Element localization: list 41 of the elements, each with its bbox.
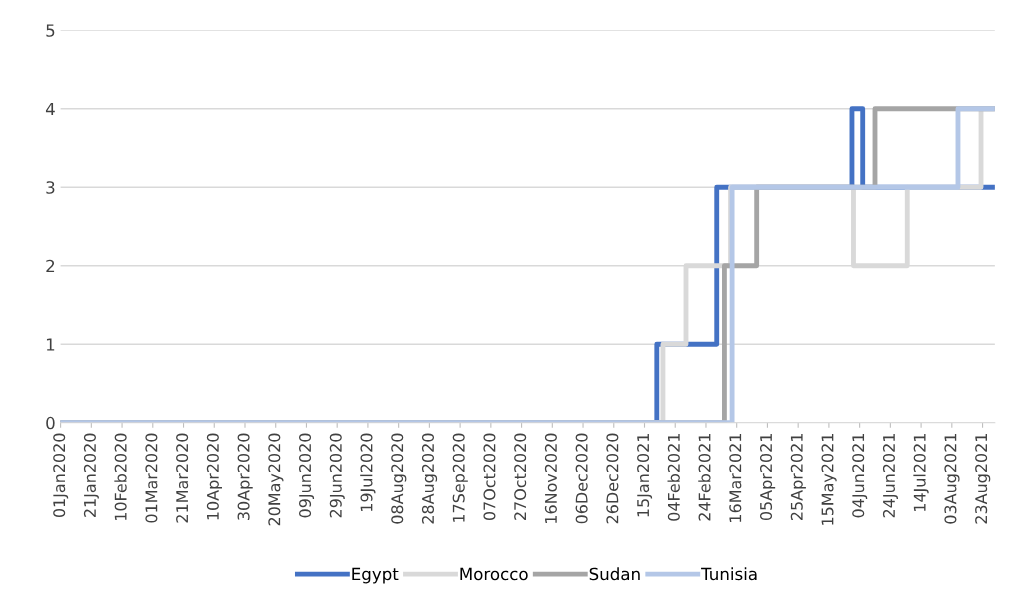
x-tick-label: 09Jun2020 [299,433,315,518]
x-tick-label: 04Feb2021 [667,434,680,521]
x-tick-label: 28Aug2020 [421,433,438,524]
x-tick-label: 01Jan2020 [53,433,69,518]
legend-label: Egypt [352,567,399,584]
y-tick-label: 5 [46,24,55,37]
x-tick-label: 19Jul2020 [360,433,376,512]
y-tick-label: 4 [45,102,55,116]
y-tick-label: 2 [46,259,55,273]
x-tick-label: 21Mar2020 [176,433,189,523]
x-tick-label: 23Aug2021 [975,434,991,524]
x-tick-label: 24Feb2021 [698,434,711,521]
x-tick-label: 10Feb2020 [114,433,127,521]
x-tick-label: 30Apr2020 [237,433,253,520]
x-tick-label: 14Jul2021 [913,434,929,512]
x-tick-label: 15Jan2021 [637,434,653,517]
legend-label: Tunisia [701,567,757,581]
x-tick-label: 05Apr2021 [759,434,776,521]
x-tick-label: 15May2021 [821,434,837,525]
x-tick-label: 20May2020 [268,433,284,526]
x-tick-label: 29Jun2020 [329,433,345,518]
y-tick-label: 1 [46,338,55,351]
x-tick-label: 06Dec2020 [575,433,588,524]
y-tick-label: 3 [46,181,55,194]
x-tick-label: 07Oct2020 [483,433,496,521]
x-tick-label: 08Aug2020 [391,433,407,524]
x-tick-label: 17Sep2020 [452,433,468,522]
x-tick-label: 04Jun2021 [852,434,868,518]
legend-label: Morocco [460,567,528,581]
x-tick-label: 26Dec2020 [606,433,619,524]
x-tick-label: 25Apr2021 [790,434,806,520]
x-tick-label: 16Mar2021 [729,434,742,522]
y-tick-label: 0 [46,416,55,430]
x-tick-label: 03Aug2021 [944,434,960,524]
x-tick-label: 27Oct2020 [514,433,527,520]
x-tick-label: 01Mar2020 [145,433,158,523]
x-tick-label: 21Jan2020 [83,433,99,517]
x-tick-label: 10Apr2020 [206,433,222,520]
legend-label: Sudan [589,567,640,581]
x-tick-label: 16Nov2020 [544,433,557,523]
x-tick-label: 24Jun2021 [882,434,898,518]
